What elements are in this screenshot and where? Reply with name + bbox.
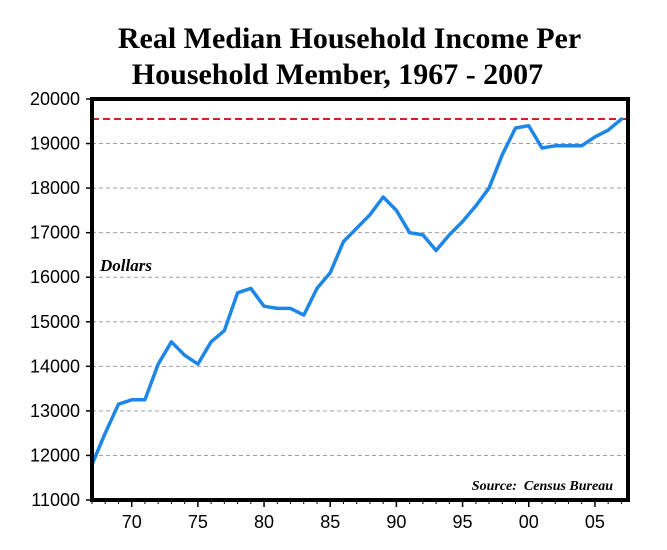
y-tick-label: 13000	[30, 401, 80, 421]
y-tick-label: 18000	[30, 178, 80, 198]
x-axis-ticks: 70 75 80 85 90 95 00 05	[91, 500, 622, 532]
y-tick-label: 14000	[30, 356, 80, 376]
x-tick-label: 90	[386, 512, 406, 532]
plot-frame	[90, 97, 630, 502]
y-tick-label: 16000	[30, 267, 80, 287]
y-axis-label: Dollars	[99, 256, 152, 275]
income-series-line	[90, 117, 624, 467]
y-tick-label: 11000	[31, 490, 80, 510]
source-note: Source: Census Bureau	[472, 479, 613, 494]
y-axis-ticks: 11000 12000 13000 14000 15000 16000 17000 18000…	[30, 89, 92, 510]
y-tick-label: 12000	[30, 445, 80, 465]
x-tick-label: 80	[254, 512, 274, 532]
series-group	[90, 117, 624, 467]
x-tick-label: 00	[519, 512, 539, 532]
chart-title-line-2: Household Member, 1967 - 2007	[131, 58, 544, 91]
y-tick-label: 19000	[30, 134, 80, 154]
y-tick-label: 17000	[30, 223, 80, 243]
y-tick-label: 20000	[30, 89, 80, 109]
gridlines	[92, 143, 628, 456]
x-tick-label: 75	[188, 512, 208, 532]
x-tick-label: 85	[320, 512, 340, 532]
x-tick-label: 05	[585, 512, 605, 532]
y-tick-label: 15000	[30, 312, 80, 332]
x-tick-label: 95	[453, 512, 473, 532]
chart-title-line-1: Real Median Household Income Per	[117, 22, 582, 55]
x-tick-label: 70	[122, 512, 142, 532]
